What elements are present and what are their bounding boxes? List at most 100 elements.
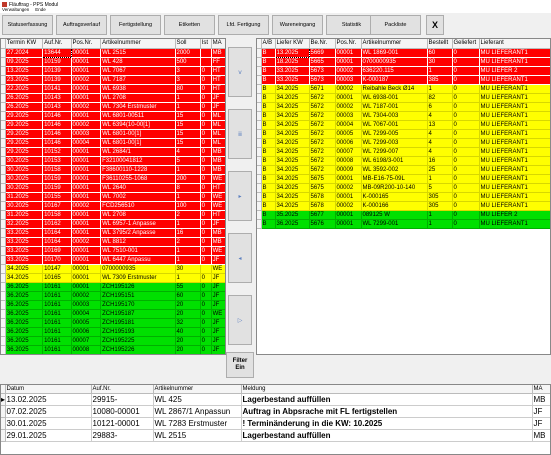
order-cell[interactable]: 09.2025 — [5, 57, 44, 67]
row-selector[interactable] — [1, 48, 6, 58]
order-row[interactable]: 36.2025 10161 00001 ZCH195126 55 0 JF — [1, 282, 225, 292]
purchase-cell[interactable]: 0 — [452, 165, 480, 175]
row-selector[interactable] — [1, 219, 6, 229]
row-selector[interactable] — [257, 174, 262, 184]
row-selector[interactable] — [257, 210, 262, 220]
row-selector[interactable] — [257, 57, 262, 67]
row-selector[interactable] — [1, 84, 6, 94]
order-cell[interactable]: 00001 — [71, 174, 102, 184]
order-cell[interactable]: 10162 — [42, 219, 72, 229]
col-datum[interactable]: Datum — [5, 385, 92, 394]
auftragsverlauf-button[interactable]: Auftragsverlauf — [56, 15, 107, 35]
purchase-cell[interactable]: 4 — [427, 138, 453, 148]
purchase-row[interactable]: B 33.2025 5673 00003 K-000187 385 0 MU LIEFERAN… — [257, 75, 550, 85]
purchase-cell[interactable]: 00002 — [335, 84, 362, 94]
order-cell[interactable]: 10139 — [42, 75, 72, 85]
order-cell[interactable]: 2 — [175, 237, 201, 247]
purchase-cell[interactable]: 0 — [452, 66, 480, 76]
order-cell[interactable]: FCD256510 — [100, 201, 176, 211]
order-cell[interactable]: WL 6938 — [100, 84, 176, 94]
order-cell[interactable]: JF — [211, 318, 225, 328]
order-cell[interactable]: 0 — [200, 318, 212, 328]
message-row[interactable]: 29.01.2025 29883- WL 2515 Lagerbestand auff… — [1, 429, 550, 442]
purchase-cell[interactable]: 5672 — [309, 93, 336, 103]
order-cell[interactable]: ZCH195226 — [100, 345, 176, 354]
purchase-cell[interactable]: MU LIEFERANT1 — [479, 57, 550, 67]
purchase-cell[interactable]: 5676 — [309, 219, 336, 229]
order-row[interactable]: 29.2025 10146 00003 WL 6801-00[1] 15 0 ML — [1, 129, 225, 139]
row-selector[interactable] — [1, 120, 6, 130]
order-cell[interactable]: 00001 — [71, 219, 102, 229]
order-cell[interactable]: 00003 — [71, 129, 102, 139]
order-cell[interactable]: WE — [211, 309, 225, 319]
order-cell[interactable]: 32.2025 — [5, 219, 44, 229]
message-cell[interactable]: Lagerbestand auffüllen — [241, 429, 533, 442]
purchase-cell[interactable]: 34.2025 — [275, 147, 310, 157]
order-cell[interactable]: 00004 — [71, 138, 102, 148]
purchase-cell[interactable]: 0 — [452, 138, 480, 148]
purchase-cell[interactable]: 0 — [452, 210, 480, 220]
purchase-cell[interactable]: 25 — [427, 165, 453, 175]
order-cell[interactable]: 2000 — [175, 48, 201, 58]
messages-grid[interactable]: Datum Auf.Nr. Artikelnummer Meldung MA ▸… — [0, 384, 551, 455]
purchase-cell[interactable]: 82 — [427, 93, 453, 103]
order-cell[interactable]: 1 — [175, 102, 201, 112]
purchase-row[interactable]: B 35.2025 5677 00001 089125 W 1 0 MU LIEFER 2 — [257, 210, 550, 220]
order-cell[interactable]: 34.2025 — [5, 264, 44, 274]
row-selector[interactable]: ▸ — [1, 393, 6, 406]
row-selector[interactable] — [257, 138, 262, 148]
purchase-cell[interactable]: B — [261, 138, 276, 148]
purchase-cell[interactable]: MU LIEFERANT1 — [479, 156, 550, 166]
order-cell[interactable]: 4 — [175, 147, 201, 157]
order-cell[interactable]: 00002 — [71, 102, 102, 112]
purchase-cell[interactable]: 0 — [452, 156, 480, 166]
order-row[interactable]: 29.2025 10146 00001 WL 6801-00511 15 0 ML — [1, 111, 225, 121]
purchase-cell[interactable]: 0 — [452, 57, 480, 67]
menu-verwaltungen[interactable]: Verwaltungen — [2, 7, 30, 12]
row-selector[interactable] — [1, 405, 6, 418]
col-artikelnummer[interactable]: Artikelnummer — [361, 39, 428, 49]
order-cell[interactable]: WL 6394(10-00[1] — [100, 120, 176, 130]
row-selector[interactable] — [257, 192, 262, 202]
purchase-cell[interactable]: 34.2025 — [275, 84, 310, 94]
purchase-cell[interactable]: MU LIEFERANT1 — [479, 147, 550, 157]
order-cell[interactable]: 0 — [200, 309, 212, 319]
order-cell[interactable]: ML — [211, 129, 225, 139]
purchase-cell[interactable]: MU LIEFER 2 — [479, 66, 550, 76]
purchase-cell[interactable]: B — [261, 120, 276, 130]
purchase-cell[interactable]: 4 — [427, 111, 453, 121]
order-cell[interactable]: JF — [211, 255, 225, 265]
purchase-cell[interactable]: 5673 — [309, 66, 336, 76]
order-cell[interactable]: 10161 — [42, 309, 72, 319]
order-cell[interactable]: 0 — [200, 156, 212, 166]
col-ab[interactable]: A/B — [261, 39, 276, 49]
order-cell[interactable]: HT — [211, 66, 225, 76]
order-cell[interactable]: 00002 — [71, 237, 102, 247]
order-cell[interactable]: 10159 — [42, 174, 72, 184]
order-cell[interactable]: 15 — [175, 129, 201, 139]
row-selector[interactable] — [1, 345, 6, 354]
order-cell[interactable]: ZCH195170 — [100, 300, 176, 310]
order-cell[interactable]: 10170 — [42, 255, 72, 265]
order-cell[interactable]: ZCH195181 — [100, 318, 176, 328]
row-selector[interactable] — [1, 165, 6, 175]
order-cell[interactable]: 15 — [175, 120, 201, 130]
col-liefer-kw[interactable]: Liefer KW — [275, 39, 310, 49]
purchase-cell[interactable]: 13.2025 — [274, 47, 310, 58]
order-cell[interactable]: 00005 — [71, 318, 102, 328]
order-cell[interactable]: 10159 — [42, 57, 72, 67]
order-row[interactable]: 31.2025 10158 00001 WL 2708 2 0 HT — [1, 210, 225, 220]
row-selector[interactable] — [257, 66, 262, 76]
purchase-cell[interactable]: 34.2025 — [275, 93, 310, 103]
purchase-cell[interactable]: B — [261, 192, 276, 202]
purchase-cell[interactable]: 18.2025 — [275, 57, 310, 67]
purchase-cell[interactable]: MU LIEFERANT1 — [479, 183, 550, 193]
purchase-cell[interactable]: 5672 — [309, 138, 336, 148]
order-cell[interactable]: WE — [211, 246, 225, 256]
order-cell[interactable]: 00001 — [71, 246, 102, 256]
purchase-cell[interactable]: 0 — [452, 75, 480, 85]
order-cell[interactable]: JF — [211, 282, 225, 292]
order-cell[interactable]: JF — [211, 219, 225, 229]
purchase-cell[interactable]: MU LIEFERANT1 — [479, 174, 550, 184]
row-selector[interactable] — [257, 165, 262, 175]
